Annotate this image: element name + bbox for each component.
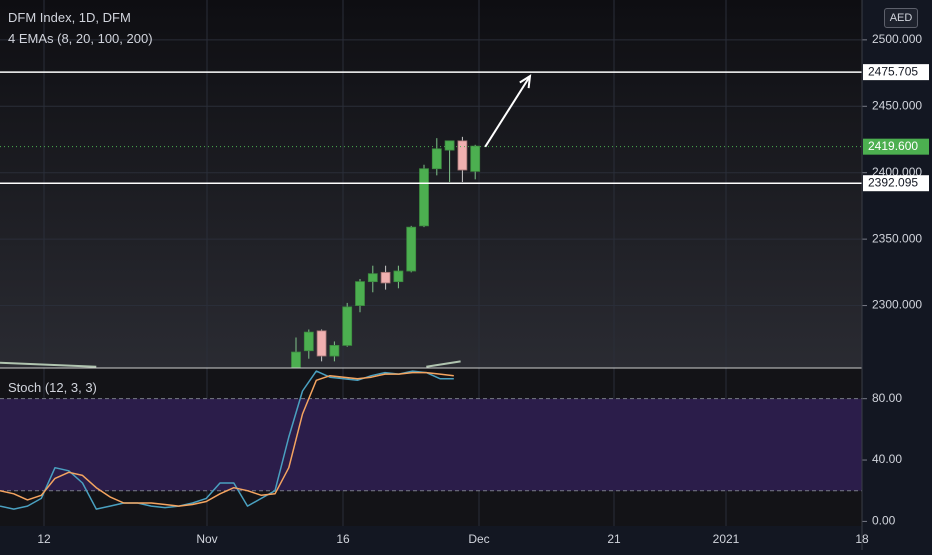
ema-indicator-label[interactable]: 4 EMAs (8, 20, 100, 200)	[8, 31, 153, 46]
price-tick-label: 2500.000	[872, 32, 922, 46]
time-axis[interactable]: 12 Nov 16 Dec 21 2021 18	[37, 532, 869, 546]
price-label: 2475.705	[868, 64, 918, 78]
candle-body	[316, 330, 327, 357]
symbol-title: DFM Index, 1D, DFM	[8, 10, 131, 25]
candle-body	[444, 140, 455, 151]
stoch-tick-label: 0.00	[872, 514, 896, 528]
stoch-tick-label: 40.00	[872, 452, 902, 466]
candle-body	[431, 148, 442, 170]
candle-body	[355, 281, 365, 306]
price-label-box[interactable]	[863, 138, 929, 155]
candle-body	[303, 331, 314, 352]
candle-body	[393, 270, 404, 283]
projection-arrow[interactable]	[484, 74, 532, 148]
candle-body	[457, 140, 468, 171]
price-label-box[interactable]	[863, 64, 929, 81]
candle-body	[291, 351, 301, 369]
candle-body	[380, 271, 391, 284]
ema-lines	[0, 360, 461, 368]
price-tick-label: 2300.000	[872, 298, 922, 312]
price-label-box[interactable]	[863, 175, 929, 192]
currency-badge[interactable]: AED	[884, 8, 918, 28]
time-tick-label: Dec	[468, 532, 489, 546]
time-tick-label: 12	[37, 532, 51, 546]
candles	[291, 136, 481, 369]
candle-body	[342, 306, 353, 346]
stoch-tick-label: 80.00	[872, 391, 902, 405]
horizontal-lines[interactable]	[0, 71, 862, 184]
price-tick-label: 2450.000	[872, 98, 922, 112]
ema-line	[0, 361, 97, 368]
price-label: 2392.095	[868, 175, 918, 189]
time-tick-label: 2021	[713, 532, 740, 546]
price-axis[interactable]: 2300.0002350.0002400.0002450.0002500.000…	[862, 32, 929, 528]
stoch-indicator-label[interactable]: Stoch (12, 3, 3)	[8, 380, 97, 395]
ema-line	[426, 360, 461, 368]
candle-body	[406, 226, 417, 272]
candle-body	[329, 345, 340, 357]
stoch-lines	[0, 370, 454, 510]
arrow-shaft[interactable]	[484, 75, 531, 148]
time-tick-label: Nov	[196, 532, 217, 546]
price-label: 2419.600	[868, 139, 918, 153]
candle-body	[419, 168, 429, 227]
price-tick-label: 2350.000	[872, 231, 922, 245]
stoch-d-line[interactable]	[0, 371, 454, 507]
stoch-band	[0, 398, 862, 492]
candle-body	[470, 145, 481, 172]
time-tick-label: 16	[336, 532, 350, 546]
time-tick-label: 21	[607, 532, 621, 546]
candle-body	[367, 273, 378, 283]
stoch-k-line[interactable]	[0, 370, 454, 510]
stoch-band-fill	[0, 398, 862, 491]
arrow-head[interactable]	[519, 74, 532, 89]
